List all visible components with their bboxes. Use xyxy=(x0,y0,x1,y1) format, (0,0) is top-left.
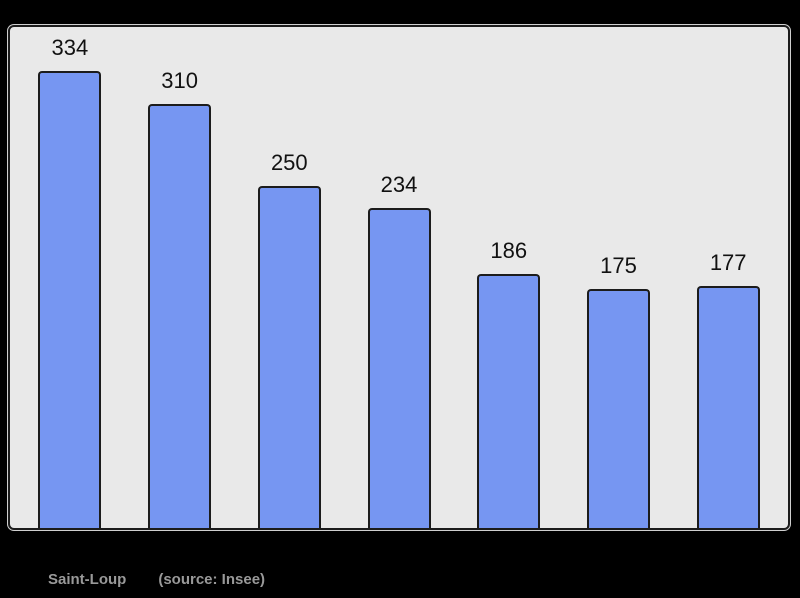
bar-column: 175 xyxy=(564,27,674,528)
bar xyxy=(38,71,102,528)
bar xyxy=(586,289,650,528)
bar-column: 177 xyxy=(673,27,783,528)
bar-value-label: 250 xyxy=(270,149,308,175)
bar xyxy=(477,274,541,528)
bar xyxy=(696,286,760,528)
bar-column: 250 xyxy=(234,27,344,528)
bar xyxy=(367,208,431,528)
chart-caption: Saint-Loup (source: Insee) xyxy=(48,571,265,588)
bar-column: 234 xyxy=(344,27,454,528)
bars-area: 334 310 250 234 186 175 177 xyxy=(10,27,788,528)
bar-column: 334 xyxy=(15,27,125,528)
bar-value-label: 334 xyxy=(51,34,89,60)
bar-value-label: 175 xyxy=(600,252,637,278)
caption-source: (source: Insee) xyxy=(158,571,266,588)
bar-column: 310 xyxy=(125,27,235,528)
chart-panel: 334 310 250 234 186 175 177 xyxy=(8,25,790,530)
bar-value-label: 310 xyxy=(161,67,198,93)
bar-value-label: 234 xyxy=(380,171,418,197)
bar-value-label: 177 xyxy=(709,249,747,275)
bar-value-label: 186 xyxy=(490,237,528,263)
bar-column: 186 xyxy=(454,27,564,528)
caption-title: Saint-Loup xyxy=(48,571,127,588)
bar xyxy=(148,104,212,528)
bar xyxy=(257,186,321,528)
